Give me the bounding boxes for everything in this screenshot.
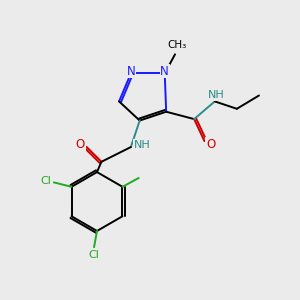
Text: N: N xyxy=(160,64,169,78)
Text: NH: NH xyxy=(208,90,225,100)
Text: Cl: Cl xyxy=(88,250,100,260)
Text: NH: NH xyxy=(134,140,150,150)
Text: CH₃: CH₃ xyxy=(167,40,186,50)
Text: Cl: Cl xyxy=(40,176,51,186)
Text: O: O xyxy=(76,138,85,151)
Text: O: O xyxy=(206,138,216,151)
Text: N: N xyxy=(127,64,135,78)
